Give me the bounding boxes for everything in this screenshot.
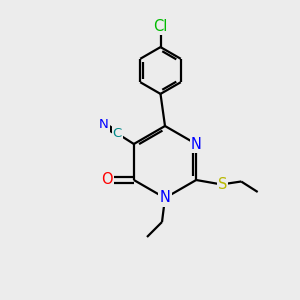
Text: N: N (160, 190, 170, 206)
Text: N: N (99, 118, 109, 131)
Text: S: S (218, 177, 227, 192)
Text: O: O (101, 172, 112, 188)
Text: C: C (113, 127, 122, 140)
Text: N: N (191, 136, 202, 152)
Text: Cl: Cl (153, 19, 168, 34)
